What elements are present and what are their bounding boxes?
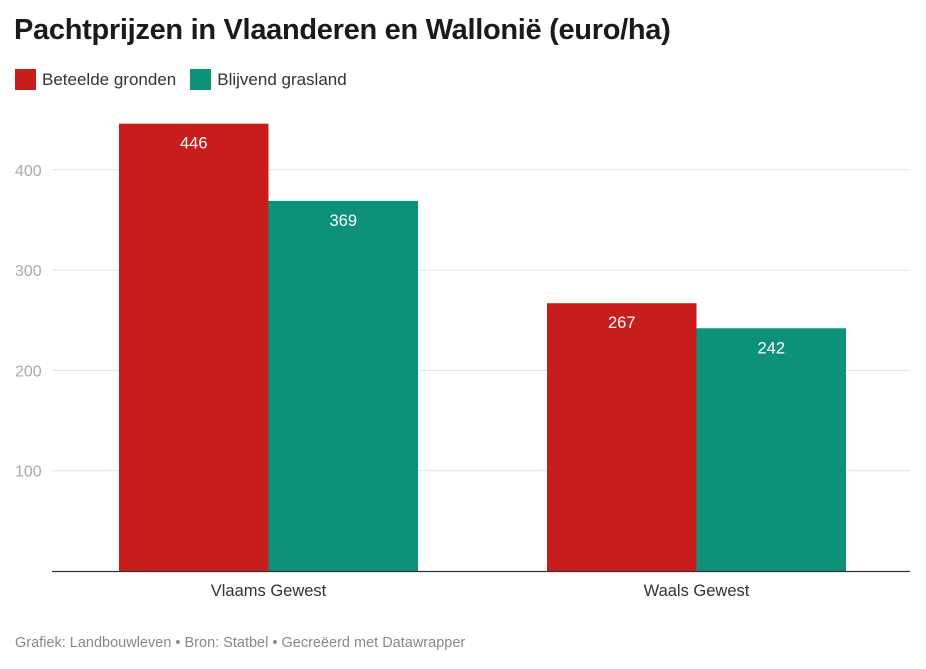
bar xyxy=(119,123,269,572)
data-label: 267 xyxy=(608,314,636,332)
x-tick-label: Waals Gewest xyxy=(644,582,750,600)
y-tick-label: 300 xyxy=(15,263,42,280)
bar xyxy=(696,328,846,571)
legend-label: Blijvend grasland xyxy=(217,69,347,89)
legend-label: Beteelde gronden xyxy=(42,69,177,89)
data-label: 242 xyxy=(757,339,785,357)
legend-swatch xyxy=(15,69,36,90)
y-tick-label: 400 xyxy=(15,163,42,180)
footer-credits: Grafiek: Landbouwleven • Bron: Statbel •… xyxy=(15,635,466,651)
y-tick-label: 100 xyxy=(15,464,42,481)
legend-item-beteelde-gronden: Beteelde gronden xyxy=(15,69,176,90)
y-tick-label: 200 xyxy=(15,363,42,380)
legend-swatch xyxy=(190,69,212,90)
legend: Beteelde gronden Blijvend grasland xyxy=(15,69,347,90)
x-tick-label: Vlaams Gewest xyxy=(211,582,327,600)
legend-item-blijvend-grasland: Blijvend grasland xyxy=(190,69,347,90)
chart-title: Pachtprijzen in Vlaanderen en Wallonië (… xyxy=(14,14,671,46)
data-label: 369 xyxy=(329,212,357,230)
bar xyxy=(547,303,697,571)
data-label: 446 xyxy=(180,135,208,153)
bar xyxy=(268,200,418,571)
